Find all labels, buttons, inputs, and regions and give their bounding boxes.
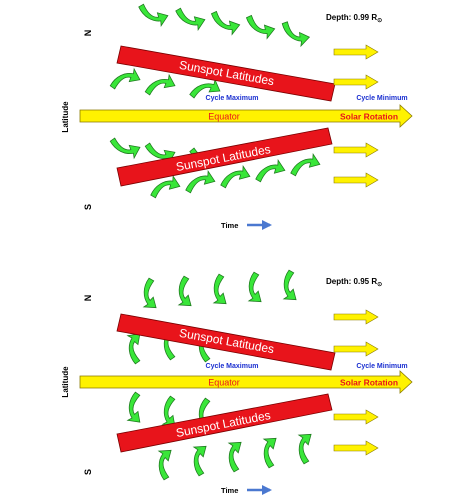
- green-flow-arrow-icon: [185, 169, 216, 194]
- green-flow-arrow-icon: [126, 391, 141, 423]
- green-flow-arrow-icon: [189, 78, 221, 99]
- rotation-arrows: [333, 44, 379, 188]
- solar-rotation-label: Solar Rotation: [340, 378, 398, 388]
- cycle-minimum-label: Cycle Minimum: [356, 363, 407, 370]
- flow-arrows: [126, 269, 312, 481]
- panel-depth-099: Depth: 0.99 R⊙ N S Latitude Equator Sola…: [61, 3, 413, 230]
- green-flow-arrow-icon: [192, 445, 207, 477]
- green-flow-arrow-icon: [109, 137, 141, 160]
- green-flow-arrow-icon: [282, 269, 297, 301]
- equator-label: Equator: [208, 112, 240, 122]
- green-flow-arrow-icon: [247, 271, 262, 303]
- green-flow-arrow-icon: [175, 7, 206, 32]
- green-flow-arrow-icon: [220, 164, 251, 189]
- cycle-maximum-label: Cycle Maximum: [206, 363, 259, 370]
- green-flow-arrow-icon: [138, 3, 169, 28]
- upper-sunspot-band: Sunspot Latitudes: [116, 313, 336, 371]
- panel-depth-095: Depth: 0.95 R⊙ N S Latitude Equator Sola…: [61, 269, 413, 495]
- latitude-axis-label: Latitude: [61, 101, 70, 133]
- depth-label: Depth: 0.95 R⊙: [326, 277, 382, 288]
- solar-rotation-label: Solar Rotation: [340, 112, 398, 122]
- flow-arrows: [109, 3, 321, 199]
- upper-band-label: Sunspot Latitudes: [178, 326, 275, 356]
- lower-band-label: Sunspot Latitudes: [175, 408, 272, 440]
- green-flow-arrow-icon: [281, 21, 311, 48]
- green-flow-arrow-icon: [126, 333, 141, 365]
- green-flow-arrow-icon: [297, 433, 312, 465]
- green-flow-arrow-icon: [109, 67, 141, 90]
- green-flow-arrow-icon: [150, 174, 181, 199]
- south-label: S: [83, 469, 93, 475]
- latitude-axis-label: Latitude: [61, 366, 70, 398]
- green-flow-arrow-icon: [142, 277, 157, 309]
- time-label: Time: [221, 486, 238, 495]
- lower-band-label: Sunspot Latitudes: [175, 142, 272, 174]
- green-flow-arrow-icon: [210, 10, 241, 36]
- equator-arrow: [79, 104, 413, 128]
- north-label: N: [83, 295, 93, 302]
- north-label: N: [83, 30, 93, 37]
- green-flow-arrow-icon: [144, 73, 176, 96]
- green-flow-arrow-icon: [245, 14, 276, 40]
- rotation-arrows: [333, 309, 379, 456]
- equator-label: Equator: [208, 378, 240, 388]
- cycle-maximum-label: Cycle Maximum: [206, 95, 259, 102]
- green-flow-arrow-icon: [262, 437, 277, 469]
- green-flow-arrow-icon: [161, 395, 176, 427]
- lower-sunspot-band: Sunspot Latitudes: [116, 127, 333, 187]
- time-label: Time: [221, 221, 238, 230]
- green-flow-arrow-icon: [157, 449, 172, 481]
- depth-label: Depth: 0.99 R⊙: [326, 13, 382, 24]
- green-flow-arrow-icon: [212, 273, 227, 305]
- upper-band-label: Sunspot Latitudes: [178, 58, 275, 88]
- south-label: S: [83, 204, 93, 210]
- green-flow-arrow-icon: [290, 152, 321, 177]
- cycle-minimum-label: Cycle Minimum: [356, 95, 407, 102]
- green-flow-arrow-icon: [255, 158, 286, 183]
- equator-arrow: [79, 370, 413, 394]
- green-flow-arrow-icon: [227, 441, 242, 473]
- green-flow-arrow-icon: [177, 275, 192, 307]
